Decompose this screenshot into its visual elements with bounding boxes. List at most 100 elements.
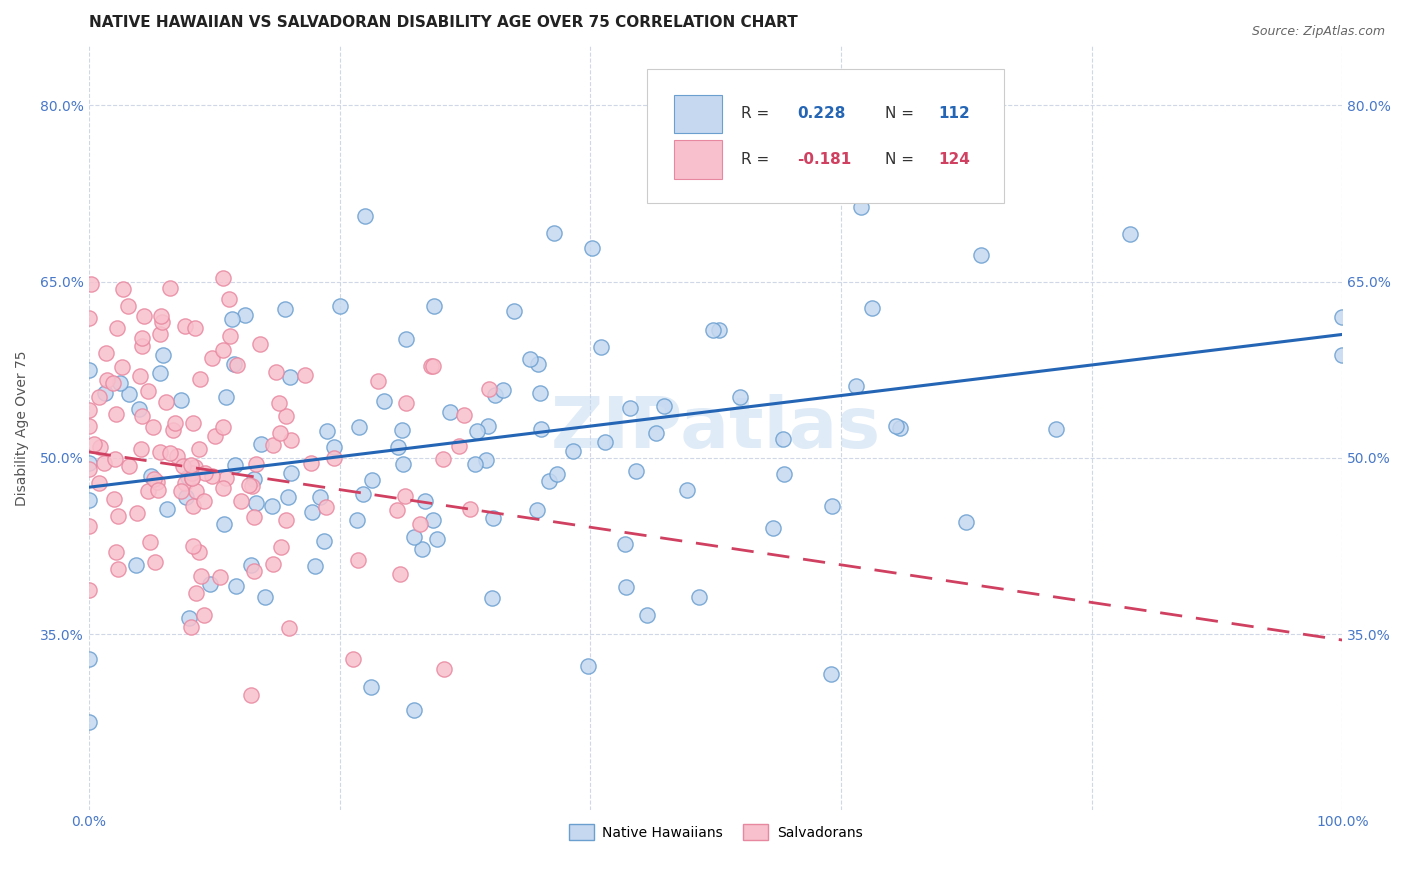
Point [278, 621, 301, 635]
Point [150, 315, 173, 329]
Point [955, 515, 977, 529]
Point [180, 470, 202, 484]
Point [527, 357, 550, 371]
Point [142, 472, 165, 486]
Point [316, 424, 339, 438]
Point [215, 471, 238, 485]
Point [208, 570, 231, 584]
Point [180, 619, 202, 633]
Point [593, 434, 616, 449]
Point [77, 419, 100, 434]
Point [267, 396, 290, 410]
Point [530, 422, 553, 436]
Point [353, 210, 375, 224]
Point [249, 336, 271, 351]
Point [1119, 227, 1142, 242]
Point [475, 452, 498, 467]
Point [107, 562, 129, 576]
Point [274, 302, 297, 317]
Point [129, 368, 152, 383]
Text: 112: 112 [939, 106, 970, 121]
Point [415, 493, 437, 508]
Point [184, 321, 207, 335]
Point [77, 456, 100, 470]
Point [77, 714, 100, 729]
Point [394, 489, 416, 503]
Point [93, 385, 115, 400]
Point [652, 400, 675, 414]
Point [211, 481, 233, 495]
Point [150, 309, 173, 323]
Point [198, 577, 221, 591]
Point [118, 459, 141, 474]
Point [193, 494, 215, 508]
Point [409, 516, 432, 531]
Point [118, 387, 141, 401]
Point [546, 467, 568, 481]
Point [346, 553, 368, 567]
Point [274, 409, 297, 423]
Point [845, 379, 868, 393]
Point [77, 462, 100, 476]
Point [77, 363, 100, 377]
Point [367, 374, 389, 388]
Text: 0.228: 0.228 [797, 106, 845, 121]
Point [387, 440, 409, 454]
Point [820, 667, 842, 681]
Point [576, 658, 599, 673]
Point [77, 402, 100, 417]
Point [107, 508, 129, 523]
Point [426, 532, 449, 546]
Point [177, 611, 200, 625]
Point [165, 416, 187, 430]
Point [860, 301, 883, 315]
Point [139, 535, 162, 549]
Point [181, 467, 204, 481]
Point [117, 300, 139, 314]
Point [526, 503, 548, 517]
Point [395, 332, 418, 346]
Point [218, 292, 240, 306]
Point [201, 469, 224, 483]
Point [395, 396, 418, 410]
Point [262, 558, 284, 572]
Point [96, 373, 118, 387]
Point [108, 376, 131, 390]
Point [315, 500, 337, 514]
Point [235, 309, 257, 323]
Point [239, 688, 262, 702]
Point [886, 419, 908, 434]
Point [240, 479, 263, 493]
Point [411, 542, 433, 557]
Point [294, 368, 316, 382]
Point [537, 474, 560, 488]
Point [174, 476, 197, 491]
Point [352, 487, 374, 501]
Point [215, 390, 238, 404]
Point [162, 423, 184, 437]
Point [404, 530, 426, 544]
Point [131, 409, 153, 423]
Point [458, 502, 481, 516]
Point [194, 466, 217, 480]
Point [103, 451, 125, 466]
Point [702, 323, 724, 337]
Point [131, 331, 153, 345]
Point [519, 352, 541, 367]
Point [105, 320, 128, 334]
Point [503, 303, 526, 318]
Point [180, 458, 202, 472]
Point [1045, 421, 1067, 435]
Text: NATIVE HAWAIIAN VS SALVADORAN DISABILITY AGE OVER 75 CORRELATION CHART: NATIVE HAWAIIAN VS SALVADORAN DISABILITY… [89, 15, 797, 30]
Text: -0.181: -0.181 [797, 152, 851, 167]
Point [159, 446, 181, 460]
Point [581, 241, 603, 255]
Point [149, 367, 172, 381]
Point [243, 565, 266, 579]
Point [1331, 310, 1354, 324]
Point [80, 277, 103, 291]
Point [439, 405, 461, 419]
Text: R =: R = [741, 106, 773, 121]
Point [269, 426, 291, 441]
Point [322, 440, 344, 454]
